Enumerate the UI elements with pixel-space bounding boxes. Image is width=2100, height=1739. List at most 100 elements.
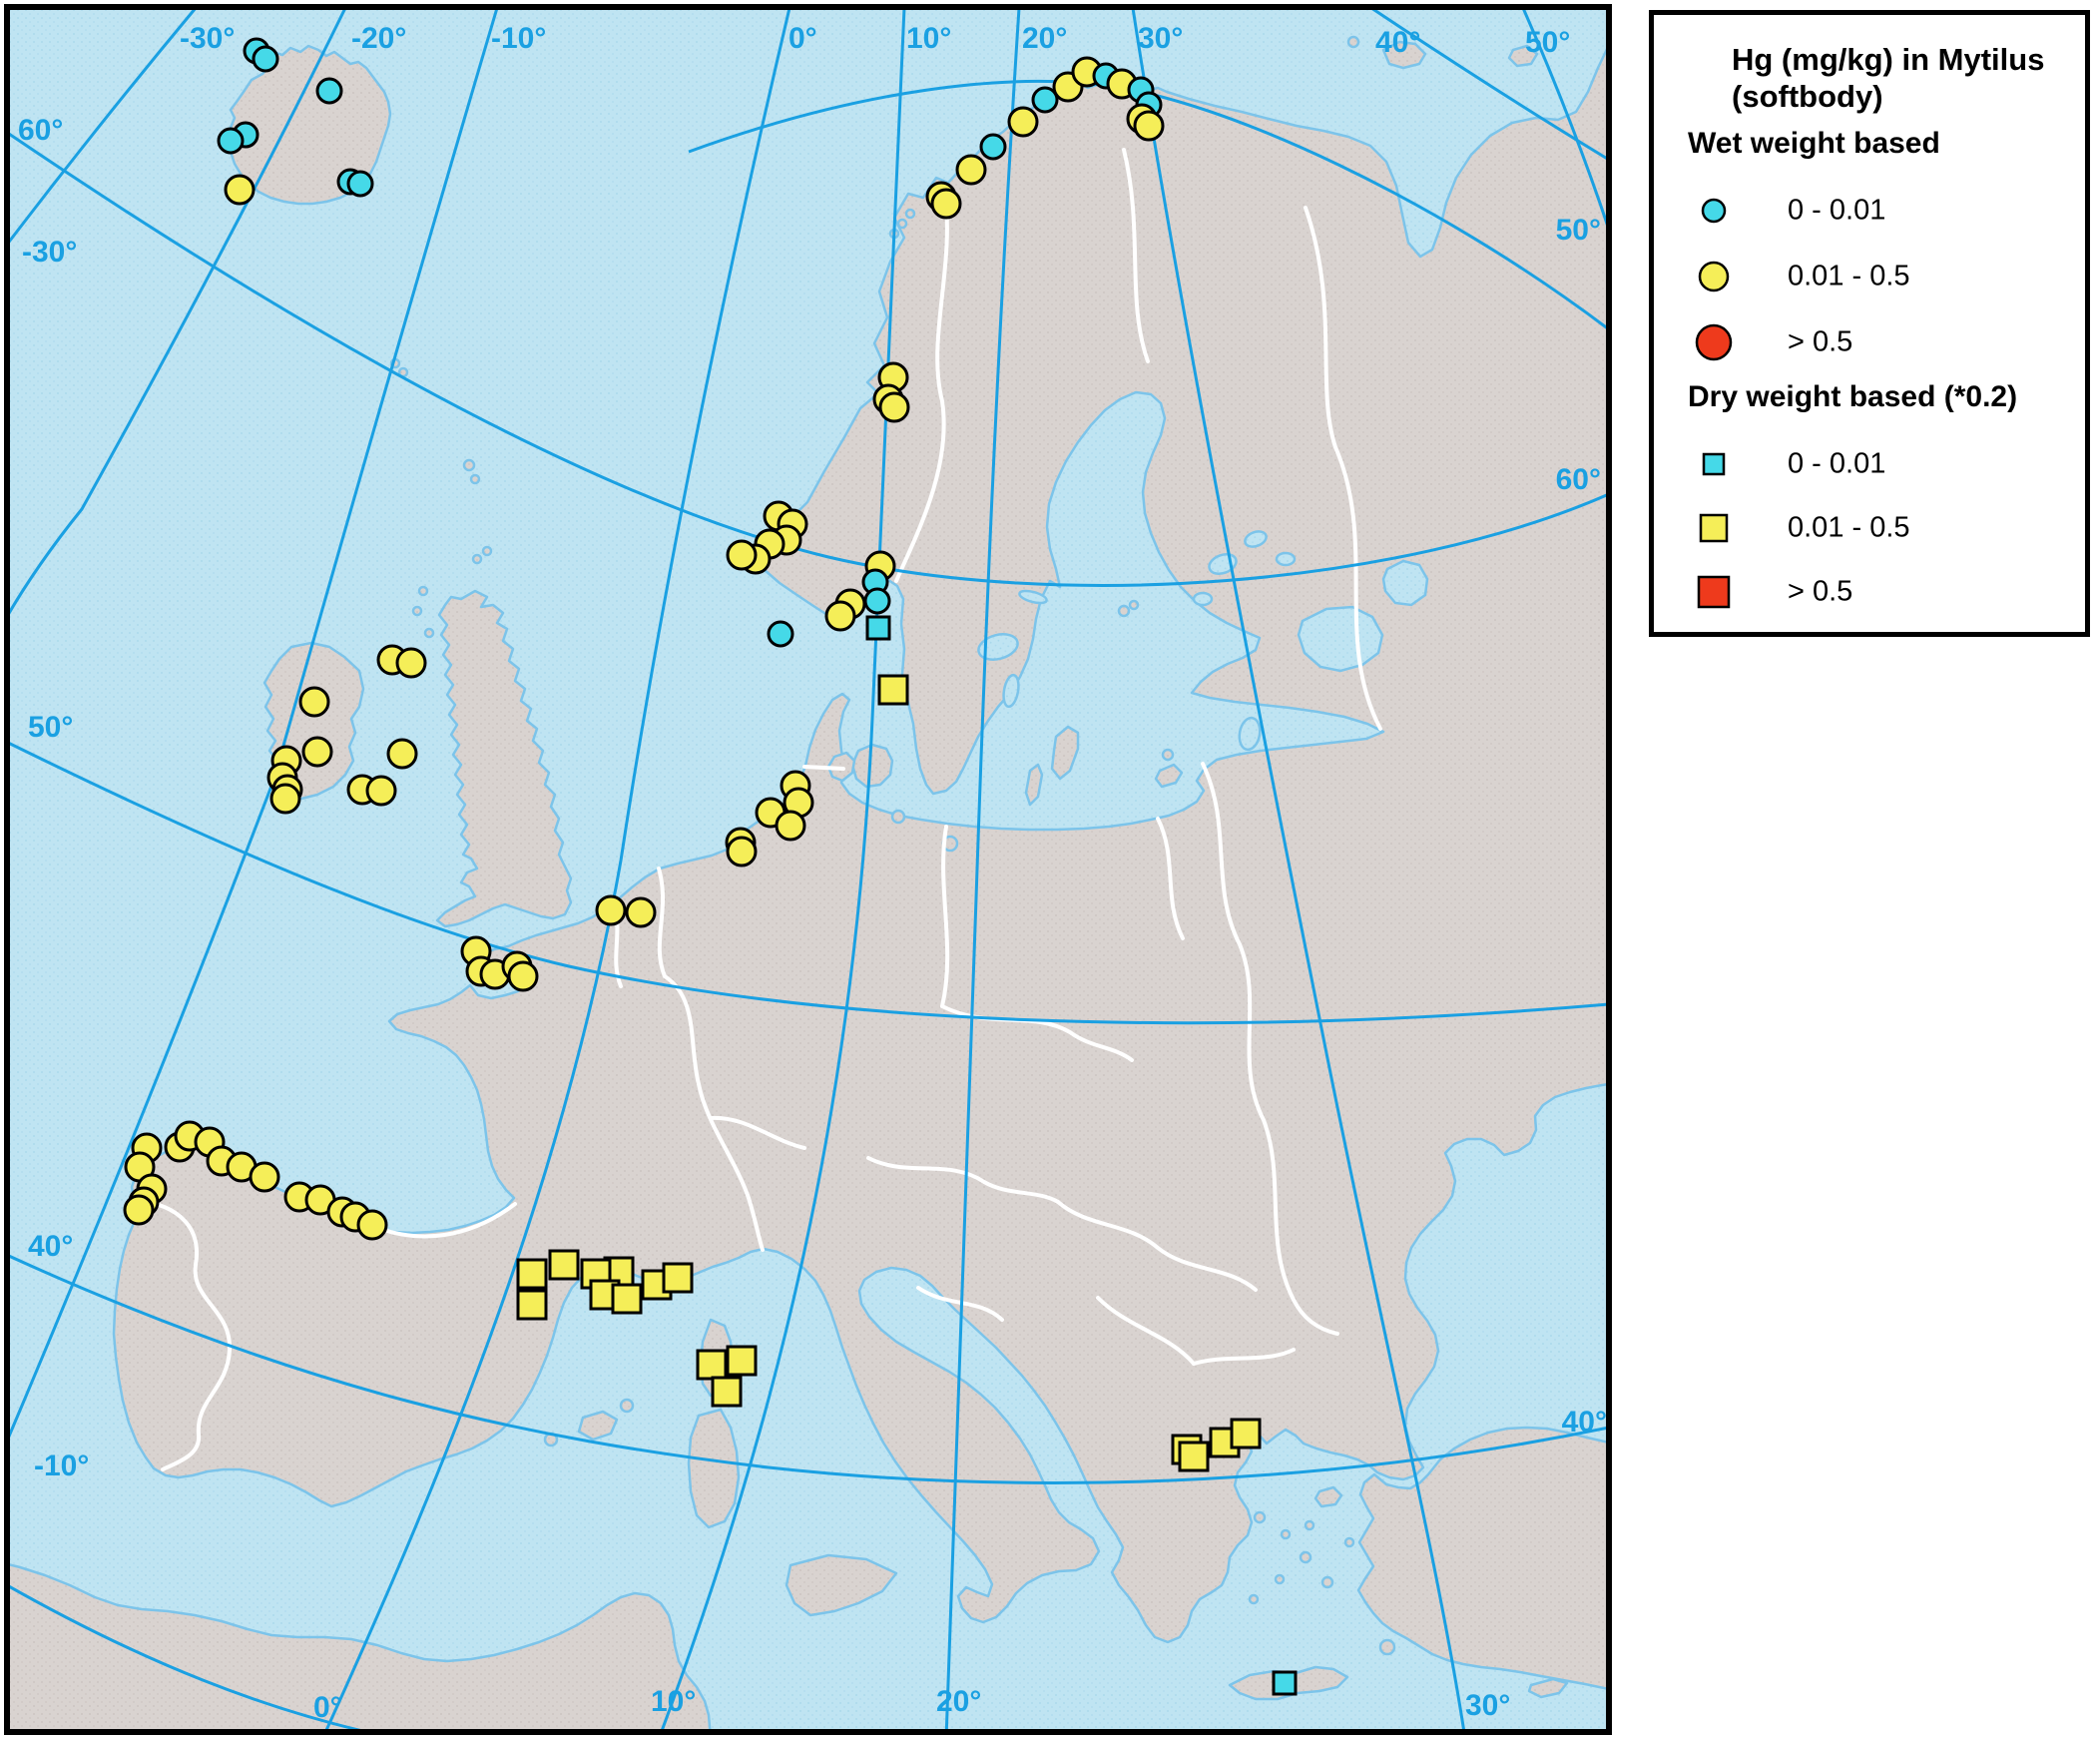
- wet-point-0.01-0.5: [269, 783, 301, 815]
- graticule-label: 10°: [906, 22, 951, 55]
- wet-point-0.01-0.5: [123, 1194, 155, 1226]
- wet-point-0.01-0.5: [955, 154, 987, 186]
- island-cyprus: [1527, 1677, 1569, 1699]
- wet-point-0.01-0.5: [726, 836, 758, 868]
- legend-range-label: 0.01 - 0.5: [1788, 511, 1910, 544]
- legend-row-wet-mid: 0.01 - 0.5: [1654, 255, 2085, 298]
- wet-point-0-0.01: [346, 170, 374, 198]
- graticule-label: 10°: [651, 1685, 696, 1718]
- dry-high-square-icon: [1697, 575, 1731, 609]
- graticule-label: 20°: [936, 1685, 981, 1718]
- wet-point-0.01-0.5: [726, 539, 758, 571]
- island-sardinia: [687, 1408, 741, 1529]
- dry-point-0.01-0.5: [662, 1262, 694, 1294]
- wet-point-0-0.01: [863, 587, 891, 615]
- wet-point-0.01-0.5: [507, 960, 539, 992]
- island-gotland: [1050, 725, 1080, 781]
- wet-point-0-0.01: [252, 45, 279, 73]
- wet-point-0.01-0.5: [595, 894, 627, 926]
- graticule-label: -10°: [491, 22, 546, 55]
- graticule-label: 50°: [1525, 26, 1570, 59]
- dry-mid-square-icon: [1699, 513, 1729, 543]
- wet-point-0-0.01: [767, 620, 794, 648]
- dry-point-0.01-0.5: [1230, 1418, 1262, 1449]
- island-zealand: [850, 743, 894, 789]
- graticule-label: -30°: [22, 236, 77, 269]
- island-iceland: [227, 44, 392, 206]
- graticule-label: 40°: [1562, 1406, 1607, 1439]
- wet-point-0.01-0.5: [625, 896, 657, 928]
- legend-wet-header: Wet weight based: [1688, 127, 1940, 160]
- map-frame: [4, 4, 1612, 1735]
- wet-point-0.01-0.5: [824, 600, 856, 632]
- graticule-label-layer: -30° -20° -10° 0° 10° 20° 30° 40° 50° 60° -30° 50° 4…: [18, 22, 1607, 1724]
- legend-range-label: 0 - 0.01: [1788, 194, 1886, 227]
- wet-point-0.01-0.5: [878, 391, 910, 423]
- lakes: [977, 530, 1429, 752]
- graticule-label: 0°: [788, 22, 817, 55]
- legend-range-label: 0.01 - 0.5: [1788, 260, 1910, 292]
- island-lesbos: [1313, 1485, 1343, 1508]
- legend-row-dry-high: > 0.5: [1654, 570, 2085, 614]
- graticule-label: 0°: [313, 1691, 342, 1724]
- graticule-label: 40°: [1375, 26, 1420, 59]
- dry-point-0.01-0.5: [696, 1349, 728, 1381]
- graticule-label: 20°: [1022, 22, 1067, 55]
- legend-range-label: 0 - 0.01: [1788, 447, 1886, 480]
- graticule-label: 30°: [1465, 1689, 1510, 1722]
- wet-point-0.01-0.5: [365, 775, 397, 807]
- dry-point-0.01-0.5: [1178, 1441, 1210, 1472]
- dry-point-0.01-0.5: [516, 1258, 548, 1290]
- wet-point-0.01-0.5: [224, 174, 256, 206]
- graticule-label: 50°: [28, 711, 73, 744]
- wet-point-0-0.01: [1031, 86, 1059, 114]
- legend-row-wet-high: > 0.5: [1654, 320, 2085, 364]
- map-canvas: -30° -20° -10° 0° 10° 20° 30° 40° 50° 60° -30° 50° 4…: [4, 4, 1612, 1735]
- island-sicily: [785, 1553, 898, 1617]
- land-turkey: [1356, 1426, 1609, 1691]
- dry-point-0-0.01: [865, 615, 891, 641]
- land-north-africa: [7, 1562, 712, 1732]
- data-point-layer: [123, 37, 1298, 1696]
- wet-mid-circle-icon: [1698, 261, 1730, 292]
- wet-high-circle-icon: [1695, 323, 1733, 361]
- country-borders: [133, 148, 1382, 1471]
- dry-point-0.01-0.5: [726, 1345, 758, 1377]
- wet-point-0.01-0.5: [249, 1161, 280, 1193]
- wet-point-0.01-0.5: [1007, 106, 1039, 138]
- wet-low-circle-icon: [1701, 198, 1727, 224]
- wet-point-0.01-0.5: [395, 647, 427, 679]
- wet-point-0.01-0.5: [356, 1209, 388, 1241]
- graticule-label: 40°: [28, 1230, 73, 1263]
- dry-point-0.01-0.5: [516, 1289, 548, 1321]
- legend-dry-header: Dry weight based (*0.2): [1688, 380, 2018, 413]
- legend-title: Hg (mg/kg) in Mytilus (softbody): [1732, 42, 2045, 114]
- dry-point-0.01-0.5: [711, 1376, 743, 1408]
- legend-row-wet-low: 0 - 0.01: [1654, 189, 2085, 233]
- wet-point-0.01-0.5: [386, 738, 418, 770]
- dry-point-0.01-0.5: [611, 1283, 643, 1315]
- wet-point-0.01-0.5: [775, 810, 806, 842]
- island-kolguyev: [1507, 44, 1539, 68]
- island-mallorca: [577, 1410, 619, 1442]
- legend-range-label: > 0.5: [1788, 325, 1853, 358]
- island-great-britain: [435, 589, 573, 928]
- island-oland: [1024, 763, 1044, 807]
- dry-point-0.01-0.5: [548, 1249, 580, 1281]
- graticule-label: 30°: [1138, 22, 1183, 55]
- wet-point-0-0.01: [315, 77, 343, 105]
- small-islands: [389, 35, 1396, 1656]
- graticule-label: 50°: [1556, 214, 1601, 247]
- graticule-label: -20°: [351, 22, 406, 55]
- graticule-label: -10°: [34, 1449, 89, 1482]
- island-novaya: [1381, 40, 1427, 70]
- graticule-label: -30°: [180, 22, 235, 55]
- legend-row-dry-low: 0 - 0.01: [1654, 442, 2085, 486]
- wet-point-0.01-0.5: [1133, 110, 1165, 142]
- wet-point-0.01-0.5: [298, 686, 330, 718]
- wet-point-0-0.01: [217, 127, 245, 155]
- graticule-label: 60°: [1556, 463, 1601, 496]
- wet-point-0-0.01: [979, 133, 1007, 161]
- dry-low-square-icon: [1702, 452, 1726, 476]
